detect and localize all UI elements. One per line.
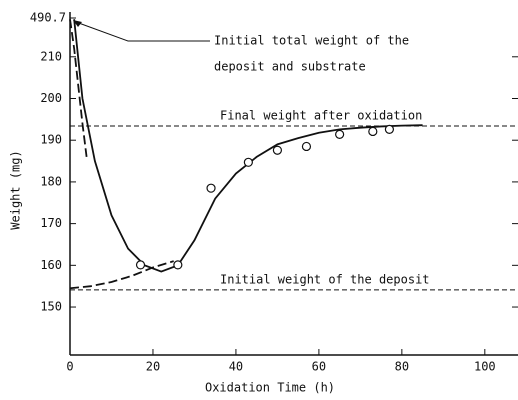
data-point: [335, 129, 345, 139]
y-tick-label: 200: [40, 91, 62, 105]
y-tick-label: 190: [40, 133, 62, 147]
reference-label: Initial weight of the deposit: [220, 272, 430, 286]
annotation: Initial total weight of the: [214, 34, 409, 48]
y-tick-label: 170: [40, 216, 62, 230]
data-point: [368, 126, 378, 137]
data-point: [301, 141, 312, 152]
x-tick-label: 60: [312, 360, 326, 374]
x-tick-label: 20: [146, 360, 160, 374]
data-point: [384, 124, 395, 134]
reference-label: Final weight after oxidation: [220, 109, 422, 123]
data-point: [173, 260, 183, 270]
y-tick-label: 490.7: [30, 11, 66, 25]
y-tick-label: 160: [40, 258, 62, 272]
curve: [69, 19, 88, 157]
data-point: [206, 183, 216, 193]
data-point: [272, 145, 283, 155]
curve: [69, 260, 174, 290]
y-tick-label: 150: [40, 300, 62, 314]
x-tick-label: 80: [395, 360, 409, 374]
annotation-arrow: [75, 21, 210, 42]
y-tick-label: 210: [40, 49, 62, 63]
x-tick-label: 40: [229, 360, 243, 374]
annotation: deposit and substrate: [214, 60, 366, 74]
x-tick-label: 100: [474, 360, 496, 374]
curve: [73, 19, 423, 273]
data-point: [243, 157, 253, 167]
data-point: [135, 260, 146, 270]
x-tick-label: 0: [66, 360, 73, 374]
y-axis-label: Weight (mg): [9, 150, 23, 229]
y-tick-label: 180: [40, 174, 62, 188]
x-axis-label: Oxidation Time (h): [205, 381, 335, 395]
